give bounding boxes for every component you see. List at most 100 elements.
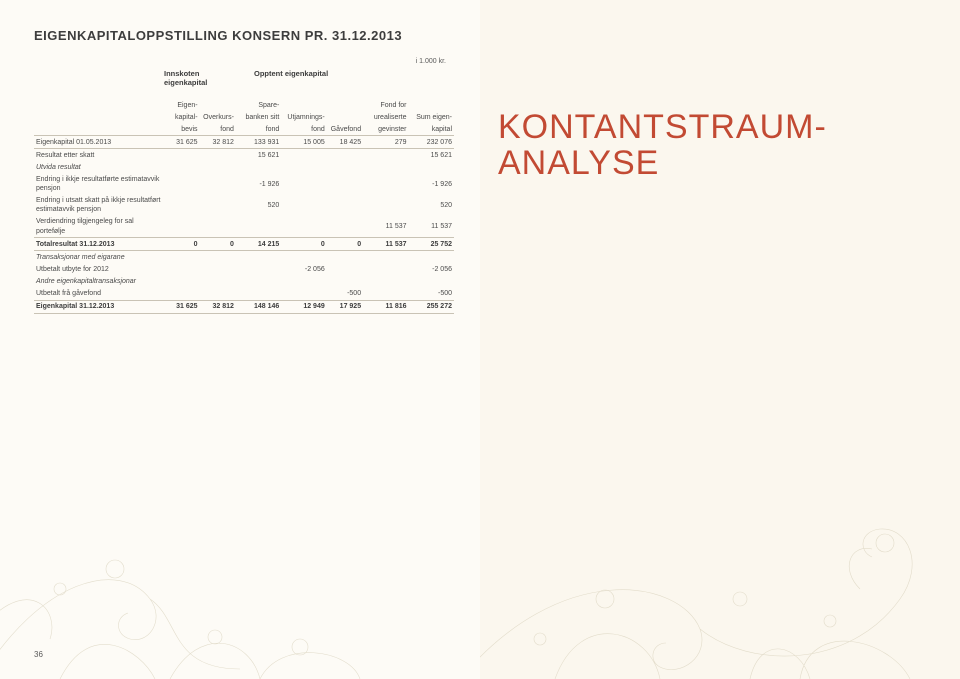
row-label: Utvida resultat (34, 161, 163, 173)
row-label: Utbetalt frå gåvefond (34, 288, 163, 301)
row-value (281, 161, 326, 173)
table-row: Utvida resultat (34, 161, 454, 173)
row-value (327, 149, 363, 162)
row-value (281, 216, 326, 238)
row-value (281, 174, 326, 195)
row-value: 279 (363, 136, 408, 149)
row-label: Verdiendring tilgjengeleg for sal portef… (34, 216, 163, 238)
row-value (281, 195, 326, 216)
table-row: Transaksjonar med eigarane (34, 251, 454, 264)
table-row: Eigenkapital 31.12.201331 62532 812148 1… (34, 300, 454, 313)
row-value (409, 161, 454, 173)
row-value (281, 251, 326, 264)
row-value (200, 275, 236, 287)
row-value (363, 251, 408, 264)
table-row: Endring i ikkje resultatførte estimatavv… (34, 174, 454, 195)
row-value: -500 (409, 288, 454, 301)
row-value (236, 263, 281, 275)
row-value: 520 (236, 195, 281, 216)
row-value: 0 (281, 238, 326, 251)
row-value (281, 275, 326, 287)
row-value (363, 149, 408, 162)
row-value (163, 263, 199, 275)
row-value: 133 931 (236, 136, 281, 149)
row-value: 148 146 (236, 300, 281, 313)
row-value: 12 949 (281, 300, 326, 313)
row-value: 15 621 (409, 149, 454, 162)
equity-table: Eigen- Spare- Fond for kapital-Overkurs-… (34, 99, 454, 314)
row-value (163, 149, 199, 162)
row-value (163, 288, 199, 301)
unit-label: i 1.000 kr. (416, 58, 446, 65)
row-value (327, 216, 363, 238)
row-value: 31 625 (163, 136, 199, 149)
table-row: Resultat etter skatt 15 621 15 621 (34, 149, 454, 162)
row-value: 0 (163, 238, 199, 251)
table-row: Utbetalt utbyte for 2012-2 056-2 056 (34, 263, 454, 275)
row-value: 11 537 (409, 216, 454, 238)
row-value: 32 812 (200, 300, 236, 313)
row-value (236, 216, 281, 238)
table-row: Eigenkapital 01.05.201331 62532 812133 9… (34, 136, 454, 149)
row-value (281, 288, 326, 301)
row-value: 0 (327, 238, 363, 251)
group-header-1: Innskoten eigenkapital (34, 69, 244, 87)
row-value (163, 174, 199, 195)
group-header-row: Innskoten eigenkapital Opptent eigenkapi… (34, 69, 454, 87)
row-label: Endring i ikkje resultatførte estimatavv… (34, 174, 163, 195)
row-value: 25 752 (409, 238, 454, 251)
row-value (327, 263, 363, 275)
table-row: Utbetalt frå gåvefond -500 -500 (34, 288, 454, 301)
row-value (200, 251, 236, 264)
section-heading-line-2: ANALYSE (498, 144, 659, 182)
group-header-2: Opptent eigenkapital (244, 69, 454, 87)
table-row: Endring i utsatt skatt på ikkje resultat… (34, 195, 454, 216)
row-label: Andre eigenkapitaltransaksjonar (34, 275, 163, 287)
row-value (200, 216, 236, 238)
table-row: Andre eigenkapitaltransaksjonar (34, 275, 454, 287)
row-value (163, 216, 199, 238)
row-value: 11 816 (363, 300, 408, 313)
row-value: 17 925 (327, 300, 363, 313)
row-value: 232 076 (409, 136, 454, 149)
row-label: Eigenkapital 01.05.2013 (34, 136, 163, 149)
row-value (409, 251, 454, 264)
row-value: 15 621 (236, 149, 281, 162)
row-value: 520 (409, 195, 454, 216)
row-value: 31 625 (163, 300, 199, 313)
row-value (236, 161, 281, 173)
row-value (163, 275, 199, 287)
row-value (200, 195, 236, 216)
row-value (200, 288, 236, 301)
row-label: Resultat etter skatt (34, 149, 163, 162)
row-value (409, 275, 454, 287)
row-value (363, 195, 408, 216)
row-value (200, 161, 236, 173)
row-value (236, 275, 281, 287)
table-row: Verdiendring tilgjengeleg for sal portef… (34, 216, 454, 238)
row-value: 14 215 (236, 238, 281, 251)
row-value (363, 288, 408, 301)
row-value (200, 174, 236, 195)
row-value (327, 251, 363, 264)
row-value: 0 (200, 238, 236, 251)
row-value: -500 (327, 288, 363, 301)
row-value: -1 926 (409, 174, 454, 195)
row-value: -1 926 (236, 174, 281, 195)
row-label: Transaksjonar med eigarane (34, 251, 163, 264)
page-title: EIGENKAPITALOPPSTILLING KONSERN PR. 31.1… (34, 28, 454, 43)
row-value: 255 272 (409, 300, 454, 313)
row-value (363, 263, 408, 275)
row-value (163, 251, 199, 264)
row-value (327, 275, 363, 287)
row-value (200, 263, 236, 275)
section-heading: KONTANTSTRAUM- ANALYSE (498, 110, 930, 181)
row-value: -2 056 (409, 263, 454, 275)
row-value (363, 275, 408, 287)
row-value (236, 288, 281, 301)
table-row: Totalresultat 31.12.20130014 2150011 537… (34, 238, 454, 251)
row-value: -2 056 (281, 263, 326, 275)
row-value (163, 195, 199, 216)
table-header-row-1: Eigen- Spare- Fond for (34, 99, 454, 111)
page-number: 36 (34, 650, 43, 659)
